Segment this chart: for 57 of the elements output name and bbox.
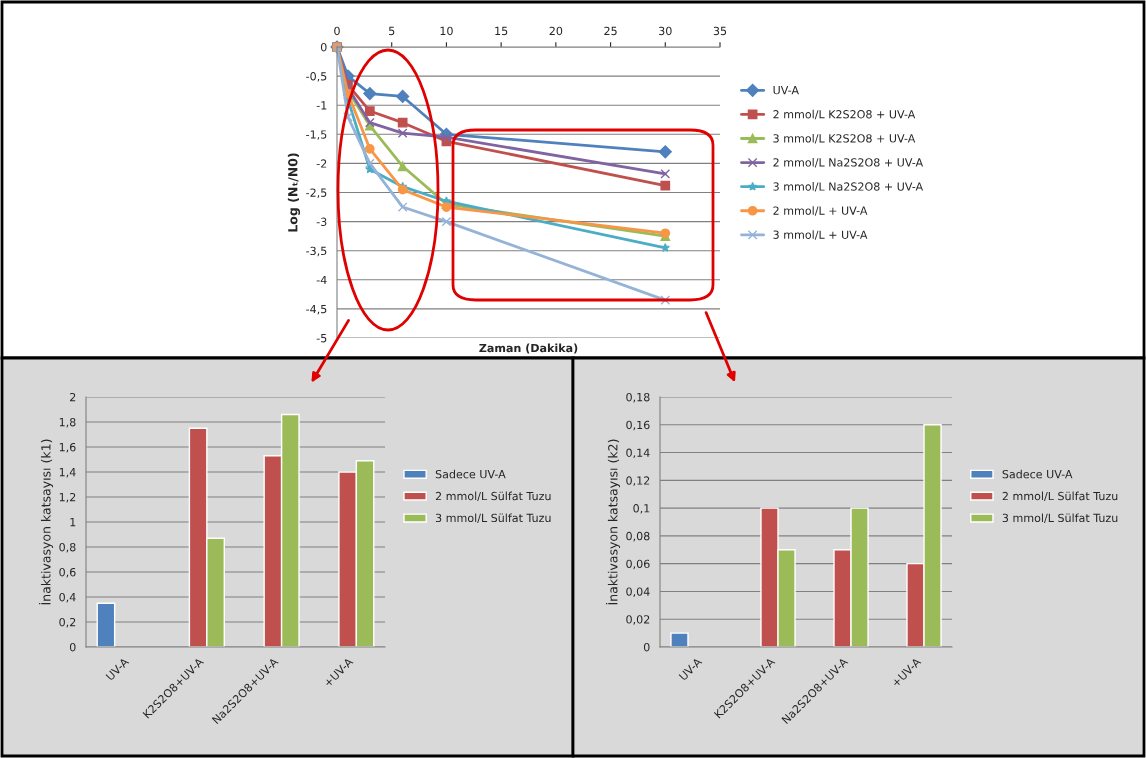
y-tick-label: 0,2: [59, 617, 76, 628]
x-tick-label: 15: [495, 26, 508, 36]
y-tick-label: -5: [316, 334, 327, 343]
legend-label: UV-A: [773, 86, 799, 95]
y-tick-label: -3,5: [306, 246, 327, 257]
legend-label: 2 mmol/L Sülfat Tuzu: [1002, 491, 1118, 502]
y-tick-label: 0,04: [626, 587, 650, 597]
legend-label: Sadece UV-A: [435, 469, 506, 479]
y-tick-label: -2: [316, 159, 327, 168]
y-tick-label: 1,6: [59, 442, 76, 453]
legend-label: 3 mmol/L K2S2O8 + UV-A: [773, 133, 916, 144]
y-tick-label: 0: [643, 642, 650, 652]
x-tick-label: 25: [604, 26, 617, 36]
y-tick-label: -4: [316, 275, 327, 285]
y-tick-label: 0,14: [626, 448, 650, 459]
y-axis-title: Log (Nₜ/N0): [287, 153, 301, 232]
x-tick-label: 35: [713, 26, 727, 36]
x-tick-label: 30: [659, 26, 672, 36]
y-tick-label: -1,5: [306, 130, 327, 140]
x-tick-label: 0: [334, 26, 340, 36]
legend-label: 3 mmol/L Sülfat Tuzu: [1002, 513, 1118, 523]
y-tick-label: 1: [70, 518, 76, 527]
y-tick-label: 0,4: [59, 592, 76, 603]
y-tick-label: 1,4: [59, 468, 76, 478]
y-tick-label: 1,2: [59, 492, 76, 503]
legend-label: 3 mmol/L + UV-A: [773, 230, 868, 240]
y-tick-label: 0,12: [626, 476, 650, 486]
y-axis-title: İnaktivasyon katsayısı (k2): [605, 439, 620, 605]
y-tick-label: -2,5: [306, 188, 327, 199]
legend-label: 2 mmol/L Na2S2O8 + UV-A: [773, 158, 924, 168]
y-tick-label: -3: [316, 217, 327, 226]
legend-label: 2 mmol/L Sülfat Tuzu: [435, 491, 551, 502]
y-tick-label: 0,02: [626, 615, 650, 625]
legend-label: 2 mmol/L + UV-A: [773, 206, 868, 216]
x-tick-label: 20: [549, 26, 563, 36]
y-tick-label: 0,18: [626, 392, 650, 403]
legend-label: 3 mmol/L Na2S2O8 + UV-A: [773, 182, 924, 192]
y-tick-label: 1,8: [59, 417, 76, 428]
y-tick-label: 0,16: [626, 420, 650, 431]
y-tick-label: 0: [69, 642, 76, 652]
legend-label: Sadece UV-A: [1002, 469, 1073, 479]
y-tick-label: 0,1: [633, 504, 650, 514]
x-tick-label: 10: [440, 26, 453, 36]
y-tick-label: -1: [316, 101, 327, 110]
y-tick-label: 0,06: [626, 559, 650, 570]
legend-label: 3 mmol/L Sülfat Tuzu: [435, 513, 551, 523]
y-tick-label: -0,5: [306, 72, 327, 82]
x-tick-label: 5: [389, 26, 395, 36]
y-axis-title: İnaktivasyon katsayısı (k1): [39, 439, 54, 605]
y-tick-label: 0,8: [59, 542, 76, 553]
y-tick-label: -4,5: [306, 305, 327, 315]
y-tick-label: 0: [320, 42, 327, 52]
y-tick-label: 0,08: [626, 531, 650, 542]
x-axis-title: Zaman (Dakika): [479, 343, 578, 354]
legend-label: 2 mmol/L K2S2O8 + UV-A: [773, 109, 916, 120]
y-tick-label: 2: [70, 392, 76, 402]
y-tick-label: 0,6: [59, 567, 76, 578]
